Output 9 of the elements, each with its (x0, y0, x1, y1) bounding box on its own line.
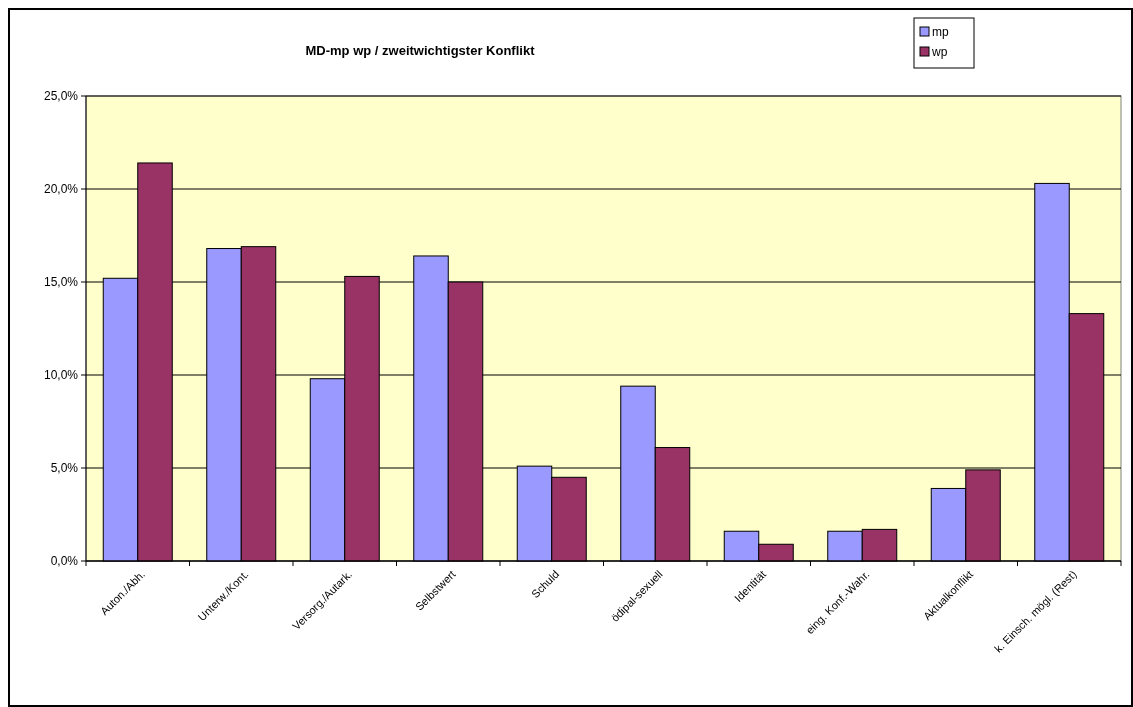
y-tick-label: 0,0% (50, 554, 79, 569)
y-tick-label: 10,0% (43, 368, 79, 383)
chart-title: MD-mp wp / zweitwichtigster Konflikt (305, 43, 536, 58)
legend-label: mp (932, 25, 949, 40)
y-tick-label: 20,0% (43, 182, 79, 197)
y-tick-label: 5,0% (50, 461, 79, 476)
y-tick-label: 15,0% (43, 275, 79, 290)
y-tick-label: 25,0% (43, 89, 79, 104)
legend-label: wp (931, 45, 948, 60)
